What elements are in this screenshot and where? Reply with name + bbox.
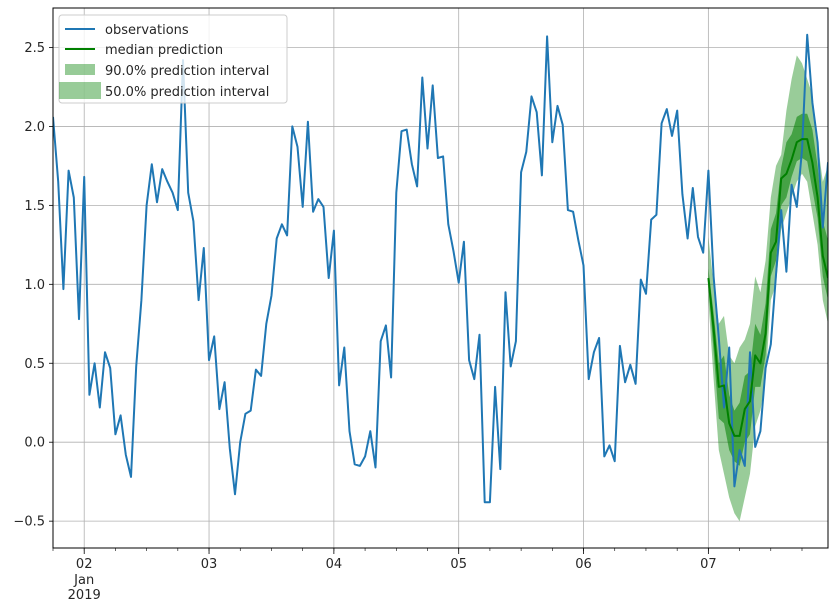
- x-tick-label: 06: [575, 557, 592, 572]
- legend-label-90-interval: 90.0% prediction interval: [105, 64, 269, 79]
- y-axis: −0.5 0.0 0.5 1.0 1.5 2.0 2.5: [13, 41, 53, 530]
- y-tick-label: 2.5: [24, 41, 45, 56]
- x-tick-label: 05: [450, 557, 467, 572]
- plot-frame: [52, 7, 829, 549]
- x-tick-label: 03: [201, 557, 218, 572]
- median-prediction-line: [707, 138, 828, 437]
- legend-box: [58, 14, 288, 104]
- legend-swatch-50-interval: [59, 82, 101, 99]
- y-tick-label: −0.5: [13, 515, 45, 530]
- x-tick-label: 04: [326, 557, 343, 572]
- y-tick-label: 1.0: [24, 278, 45, 293]
- y-tick-label: 0.5: [24, 357, 45, 372]
- legend-label-median: median prediction: [105, 43, 223, 58]
- x-secondary-label: 2019: [68, 588, 101, 603]
- legend-label-observations: observations: [105, 23, 189, 38]
- legend-swatch-90-interval: [65, 64, 95, 75]
- x-tick-label: 07: [700, 557, 717, 572]
- legend-swatch-90-interval-overlay: [65, 64, 95, 75]
- x-secondary-label: Jan: [73, 573, 94, 588]
- legend-label-50-interval: 50.0% prediction interval: [105, 85, 269, 100]
- y-tick-label: 2.0: [24, 120, 45, 135]
- x-tick-label: 02: [76, 557, 93, 572]
- legend: observations median prediction 90.0% pre…: [58, 14, 288, 104]
- y-tick-label: 0.0: [24, 436, 45, 451]
- y-tick-label: 1.5: [24, 199, 45, 214]
